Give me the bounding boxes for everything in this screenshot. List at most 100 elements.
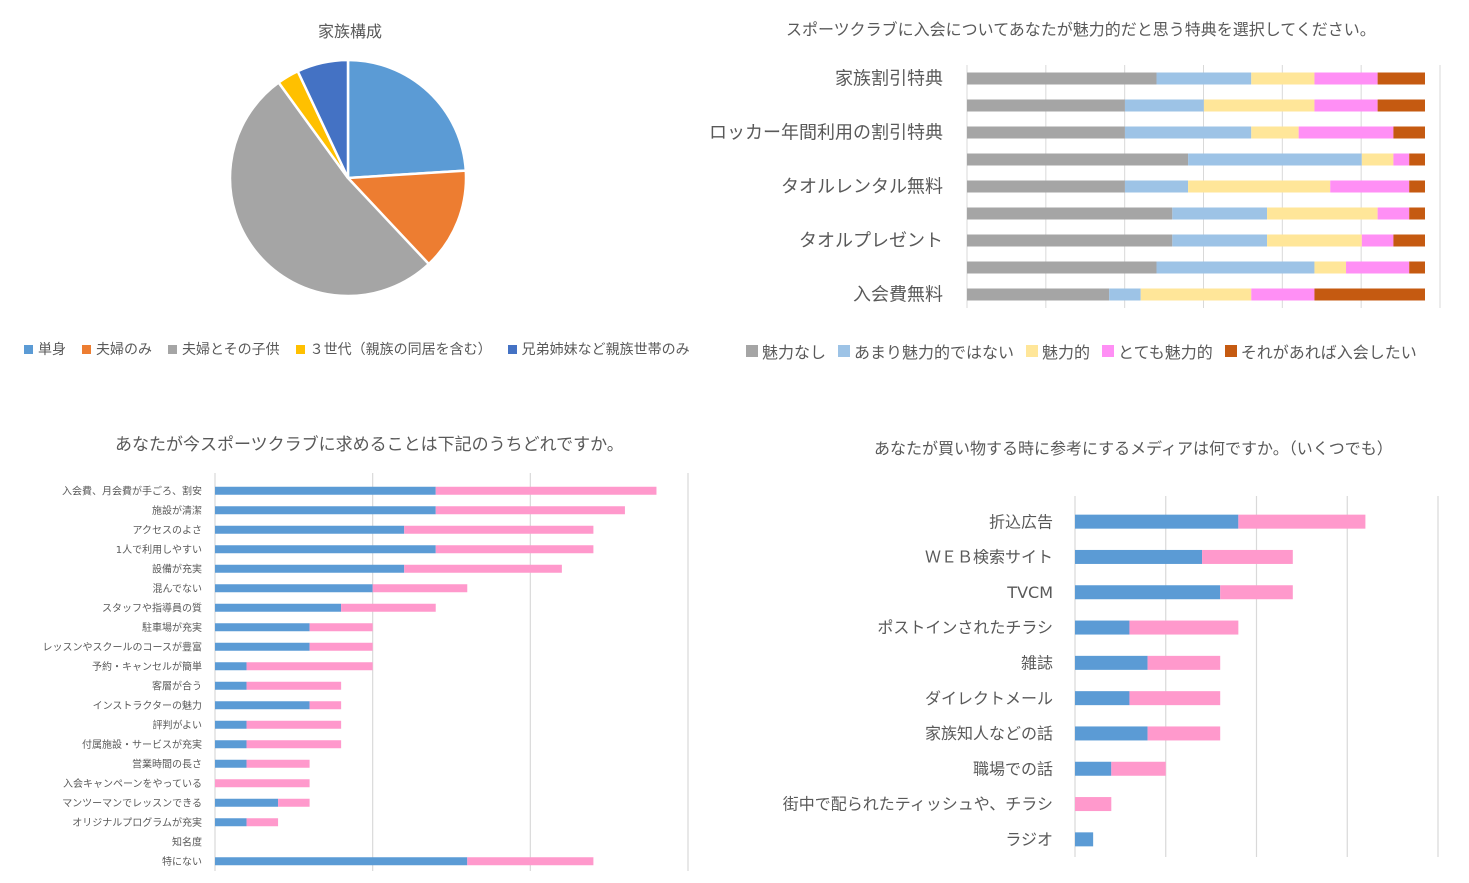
category-label: タオルプレゼント — [799, 231, 943, 252]
bar-segment — [1377, 207, 1410, 220]
bar-segment — [1075, 585, 1221, 600]
category-label: 営業時間の長さ — [132, 757, 202, 770]
bar-segment — [967, 126, 1125, 139]
bar-segment — [309, 701, 342, 710]
category-label: 折込広告 — [989, 512, 1053, 531]
bar-segment — [1075, 797, 1112, 812]
bar-segment — [215, 798, 279, 807]
bar-segment — [1314, 99, 1378, 112]
pie-slice — [296, 58, 350, 179]
bar-segment — [372, 584, 468, 593]
bar-segment — [215, 701, 310, 710]
bar-segment — [215, 506, 436, 515]
bar-segment — [1111, 761, 1166, 776]
bar-segment — [1188, 180, 1331, 193]
legend-label: 魅力なし — [762, 343, 827, 362]
bar-segment — [435, 486, 657, 495]
benefits-chart-title: スポーツクラブに入会についてあなたが魅力的だと思う特典を選択してください。 — [786, 20, 1376, 39]
bar-segment — [1124, 99, 1204, 112]
bar-segment — [1314, 72, 1378, 85]
wants-chart-title: あなたが今スポーツクラブに求めることは下記のうちどれですか。 — [115, 435, 624, 455]
category-label: 入会費無料 — [853, 285, 943, 306]
bar-segment — [246, 681, 342, 690]
bar-segment — [435, 545, 594, 554]
bar-segment — [1075, 514, 1239, 529]
bar-segment — [1147, 655, 1221, 670]
bar-segment — [1393, 153, 1410, 166]
legend-item: 魅力なし — [746, 339, 826, 363]
bar-segment — [246, 720, 342, 729]
bar-segment — [967, 99, 1125, 112]
bar-segment — [215, 545, 436, 554]
bar-segment — [967, 261, 1157, 274]
legend-item: 夫婦とその子供 — [168, 339, 280, 359]
category-label: 雑誌 — [1021, 653, 1053, 672]
bar-segment — [1203, 99, 1315, 112]
bar-segment — [1075, 761, 1112, 776]
bar-segment — [1075, 832, 1094, 847]
benefits-chart-legend: 魅力なし あまり魅力的ではない 魅力的 とても魅力的 それがあれば入会したい — [746, 339, 1417, 363]
bar-segment — [309, 623, 373, 632]
category-label: ポストインされたチラシ — [877, 618, 1053, 637]
bar-segment — [1361, 153, 1394, 166]
bar-segment — [1202, 549, 1293, 564]
bar-segment — [1124, 180, 1189, 193]
bar-segment — [1251, 72, 1315, 85]
legend-item: それがあれば入会したい — [1224, 339, 1417, 363]
legend-label: ３世代（親族の同居を含む） — [309, 342, 492, 358]
bar-segment — [1075, 726, 1148, 741]
bar-segment — [1393, 126, 1425, 139]
bar-segment — [1377, 72, 1425, 85]
legend-swatch — [168, 344, 177, 354]
category-label: タオルレンタル無料 — [781, 177, 943, 198]
bar-segment — [215, 681, 247, 690]
bar-segment — [246, 662, 373, 671]
category-label: 混んでない — [153, 583, 203, 595]
legend-label: あまり魅力的ではない — [854, 343, 1015, 362]
bar-segment — [215, 623, 310, 632]
pie-chart-panel: 家族構成 単身 夫婦のみ 夫婦とその子供 ３世代（親族の同居を含む） 兄弟姉妹など親族世… — [0, 0, 700, 380]
bar-segment — [1409, 207, 1425, 220]
bar-segment — [1346, 261, 1410, 274]
media-chart-panel: あなたが買い物する時に参考にするメディアは何ですか。（いくつでも） 折込広告 ＷＥ… — [700, 410, 1469, 883]
category-label: 入会キャンペーンをやっている — [63, 777, 202, 790]
bar-segment — [215, 525, 405, 534]
legend-item: 兄弟姉妹など親族世帯のみ — [507, 339, 690, 359]
bar-segment — [215, 584, 373, 593]
bar-segment — [1298, 126, 1394, 139]
bar-segment — [1251, 126, 1299, 139]
category-label: TVCM — [1006, 583, 1053, 602]
legend-swatch — [1102, 345, 1115, 357]
legend-item: あまり魅力的ではない — [838, 339, 1014, 363]
bar-segment — [215, 779, 310, 788]
legend-label: それがあれば入会したい — [1240, 343, 1417, 362]
bar-segment — [215, 720, 247, 729]
pie-chart — [228, 58, 468, 298]
bar-segment — [1330, 180, 1410, 193]
bar-segment — [1409, 153, 1425, 166]
bar-segment — [215, 818, 247, 827]
bar-segment — [1314, 261, 1347, 274]
media-chart-title: あなたが買い物する時に参考にするメディアは何ですか。（いくつでも） — [874, 439, 1393, 458]
legend-swatch — [295, 344, 305, 354]
category-label: 1人で利用しやすい — [116, 544, 202, 556]
bar-segment — [1220, 585, 1293, 600]
bar-segment — [1238, 514, 1366, 529]
wants-chart-panel: あなたが今スポーツクラブに求めることは下記のうちどれですか。 入会費、月会費が手… — [0, 410, 700, 883]
legend-label: 魅力的 — [1042, 343, 1091, 362]
bar-segment — [1172, 234, 1268, 247]
pie-chart-legend: 単身 夫婦のみ 夫婦とその子供 ３世代（親族の同居を含む） 兄弟姉妹など親族世帯のみ — [24, 339, 690, 359]
bar-segment — [967, 207, 1173, 220]
category-label: 家族割引特典 — [835, 69, 943, 90]
bar-segment — [1156, 72, 1252, 85]
benefits-chart: 家族割引特典ロッカー年間利用の割引特典タオルレンタル無料タオルプレゼント入会費無… — [709, 65, 1441, 308]
bar-segment — [278, 798, 310, 807]
bar-segment — [1361, 234, 1394, 247]
category-label: 施設が清潔 — [152, 504, 202, 517]
bar-segment — [1172, 207, 1268, 220]
category-label: 予約・キャンセルが簡単 — [92, 660, 202, 673]
bar-segment — [404, 525, 594, 534]
bar-segment — [246, 740, 342, 749]
category-label: 付属施設・サービスが充実 — [82, 738, 202, 751]
